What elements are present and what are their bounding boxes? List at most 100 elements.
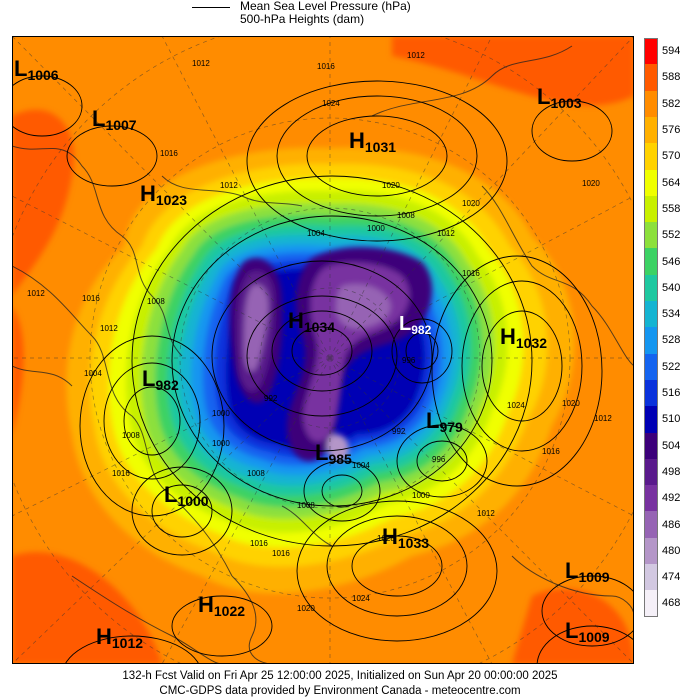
- isobar-label: 1016: [317, 62, 335, 71]
- isobar-label: 1024: [507, 401, 525, 410]
- high-pressure-label: H1023: [140, 181, 187, 208]
- color-scale-label: 492: [662, 492, 680, 505]
- isobar-label: 1008: [297, 501, 315, 510]
- color-scale-swatch: [644, 537, 658, 565]
- color-scale-swatch: [644, 379, 658, 407]
- low-pressure-label: L985: [315, 440, 352, 467]
- isobar-label: 1020: [382, 181, 400, 190]
- color-scale-swatch: [644, 38, 658, 65]
- isobar-label: 1016: [160, 149, 178, 158]
- legend-line-sample: [192, 7, 230, 8]
- color-scale-label: 528: [662, 334, 680, 347]
- isobar-label: 1024: [322, 99, 340, 108]
- map-frame: [12, 36, 634, 664]
- low-pressure-label: L1000: [164, 482, 209, 509]
- isobar-label: 1008: [247, 469, 265, 478]
- color-scale-label: 546: [662, 255, 680, 268]
- low-pressure-label: L1007: [92, 106, 137, 133]
- color-scale-swatch: [644, 432, 658, 460]
- isobar-label: 996: [432, 455, 446, 464]
- isobar-label: 1020: [582, 179, 600, 188]
- isobar-label: 1028: [377, 534, 395, 543]
- color-scale-label: 480: [662, 544, 680, 557]
- color-scale-label: 534: [662, 308, 680, 321]
- isobar-label: 1012: [220, 181, 238, 190]
- color-scale-swatch: [644, 353, 658, 381]
- color-scale-swatch: [644, 564, 658, 591]
- color-scale-label: 558: [662, 202, 680, 215]
- color-scale-swatch: [644, 511, 658, 539]
- isobar-label: 996: [402, 356, 416, 365]
- color-scale-swatch: [644, 406, 658, 434]
- isobar-label: 1016: [82, 294, 100, 303]
- isobar-label: 1020: [562, 399, 580, 408]
- color-scale-label: 504: [662, 439, 680, 452]
- low-pressure-label: L982: [399, 313, 432, 337]
- high-pressure-label: H1034: [288, 308, 335, 335]
- isobar-label: 1004: [84, 369, 102, 378]
- isobar-label: 1000: [212, 439, 230, 448]
- isobar-label: 1008: [122, 431, 140, 440]
- low-pressure-label: L982: [142, 366, 179, 393]
- isobar-label: 1004: [307, 229, 325, 238]
- isobar-label: 1000: [412, 491, 430, 500]
- color-scale-swatch: [644, 327, 658, 355]
- high-pressure-label: H1032: [500, 324, 547, 351]
- color-scale-swatch: [644, 169, 658, 197]
- low-pressure-label: L1009: [565, 558, 610, 585]
- isobar-label: 1004: [352, 461, 370, 470]
- high-pressure-label: H1033: [382, 524, 429, 551]
- isobar-label: 1008: [397, 211, 415, 220]
- isobar-label: 1012: [437, 229, 455, 238]
- color-scale-swatch: [644, 458, 658, 486]
- low-pressure-label: L1003: [537, 84, 582, 111]
- isobar-label: 1016: [542, 447, 560, 456]
- color-scale-label: 486: [662, 518, 680, 531]
- color-scale-label: 594: [662, 45, 680, 58]
- isobar-label: 1000: [212, 409, 230, 418]
- isobar-label: 1012: [594, 414, 612, 423]
- isobar-label: 1016: [250, 539, 268, 548]
- legend-label-heights: 500-hPa Heights (dam): [240, 12, 365, 26]
- high-pressure-label: H1012: [96, 624, 143, 651]
- high-pressure-label: H1031: [349, 128, 396, 155]
- color-scale-swatch: [644, 485, 658, 513]
- isobar-label: 1024: [352, 594, 370, 603]
- color-scale-swatch: [644, 301, 658, 328]
- color-scale-swatch: [644, 116, 658, 144]
- isobar-label: 1020: [462, 199, 480, 208]
- color-scale-label: 570: [662, 150, 680, 163]
- isobars: [12, 75, 634, 664]
- color-scale-swatch: [644, 222, 658, 250]
- color-scale-label: 516: [662, 387, 680, 400]
- isobar-label: 1012: [192, 59, 210, 68]
- isobar-label: 992: [264, 394, 278, 403]
- color-scale-swatch: [644, 195, 658, 223]
- isobar-label: 1012: [477, 509, 495, 518]
- isobar-label: 1012: [407, 51, 425, 60]
- isobar-label: 1020: [297, 604, 315, 613]
- height-field-480: [244, 284, 269, 372]
- isobar-labels: 1012 1016 1012 1016 1024 1020 1020 1012 …: [27, 51, 612, 613]
- isobar-label: 992: [392, 427, 406, 436]
- legend-label-mslp: Mean Sea Level Pressure (hPa): [240, 0, 411, 13]
- color-scale-label: 510: [662, 413, 680, 426]
- color-scale-label: 474: [662, 571, 680, 584]
- data-credit-caption: CMC-GDPS data provided by Environment Ca…: [159, 685, 521, 697]
- isobar-label: 1012: [27, 289, 45, 298]
- color-scale-swatch: [644, 143, 658, 171]
- color-scale-swatch: [644, 90, 658, 118]
- color-scale-swatch: [644, 64, 658, 92]
- isobar-label: 1016: [112, 469, 130, 478]
- high-pressure-label: H1022: [198, 592, 245, 619]
- color-scale-label: 522: [662, 360, 680, 373]
- weather-map: 1012 1016 1012 1016 1024 1020 1020 1012 …: [12, 36, 634, 664]
- isobar-label: 1008: [147, 297, 165, 306]
- color-scale-label: 588: [662, 71, 680, 84]
- color-scale-label: 552: [662, 229, 680, 242]
- color-scale-label: 564: [662, 176, 680, 189]
- color-scale-swatch: [644, 590, 658, 618]
- low-pressure-label: L1009: [565, 618, 610, 645]
- forecast-valid-caption: 132-h Fcst Valid on Fri Apr 25 12:00:00 …: [122, 670, 558, 682]
- pressure-systems: L1006 L1007 H1031 L1003 H1023 H1034 L982…: [14, 56, 610, 651]
